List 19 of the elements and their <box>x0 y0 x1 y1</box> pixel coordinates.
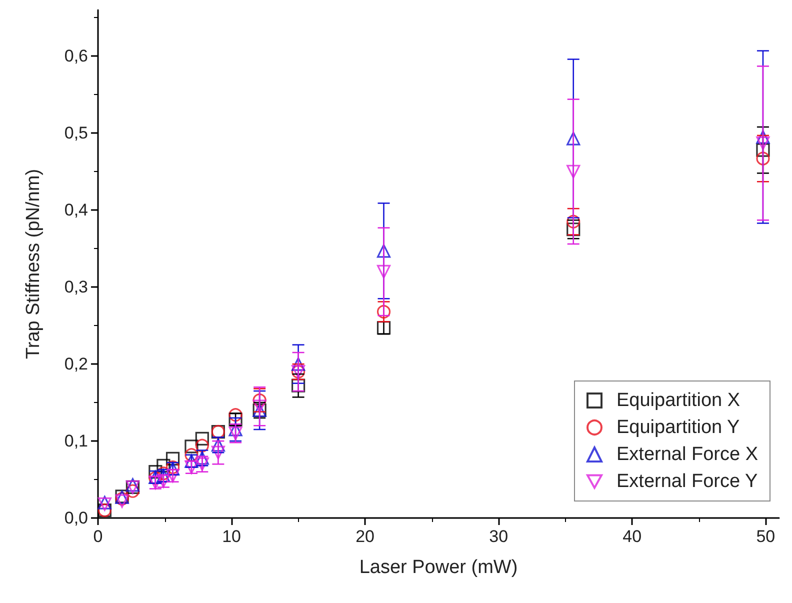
y-tick-label: 0,2 <box>64 354 88 374</box>
x-axis-title: Laser Power (mW) <box>359 557 518 578</box>
legend-label: Equipartition Y <box>616 417 740 438</box>
y-tick-label: 0,3 <box>64 278 88 297</box>
y-tick-label: 0,1 <box>64 432 88 451</box>
x-tick-label: 10 <box>222 527 241 546</box>
y-tick-label: 0,5 <box>64 124 88 143</box>
y-tick-label: 0,0 <box>64 508 88 528</box>
legend-label: External Force X <box>616 444 758 465</box>
y-tick-label: 0,4 <box>64 200 88 220</box>
y-axis-title: Trap Stiffness (pN/nm) <box>23 168 44 360</box>
x-tick-label: 40 <box>622 527 642 546</box>
x-tick-label: 50 <box>756 527 776 546</box>
y-tick-label: 0,6 <box>64 46 88 66</box>
legend-label: Equipartition X <box>616 390 740 411</box>
x-tick-label: 20 <box>356 527 375 546</box>
legend-label: External Force Y <box>616 471 758 492</box>
x-tick-label: 0 <box>93 527 103 546</box>
x-tick-label: 30 <box>489 527 508 546</box>
